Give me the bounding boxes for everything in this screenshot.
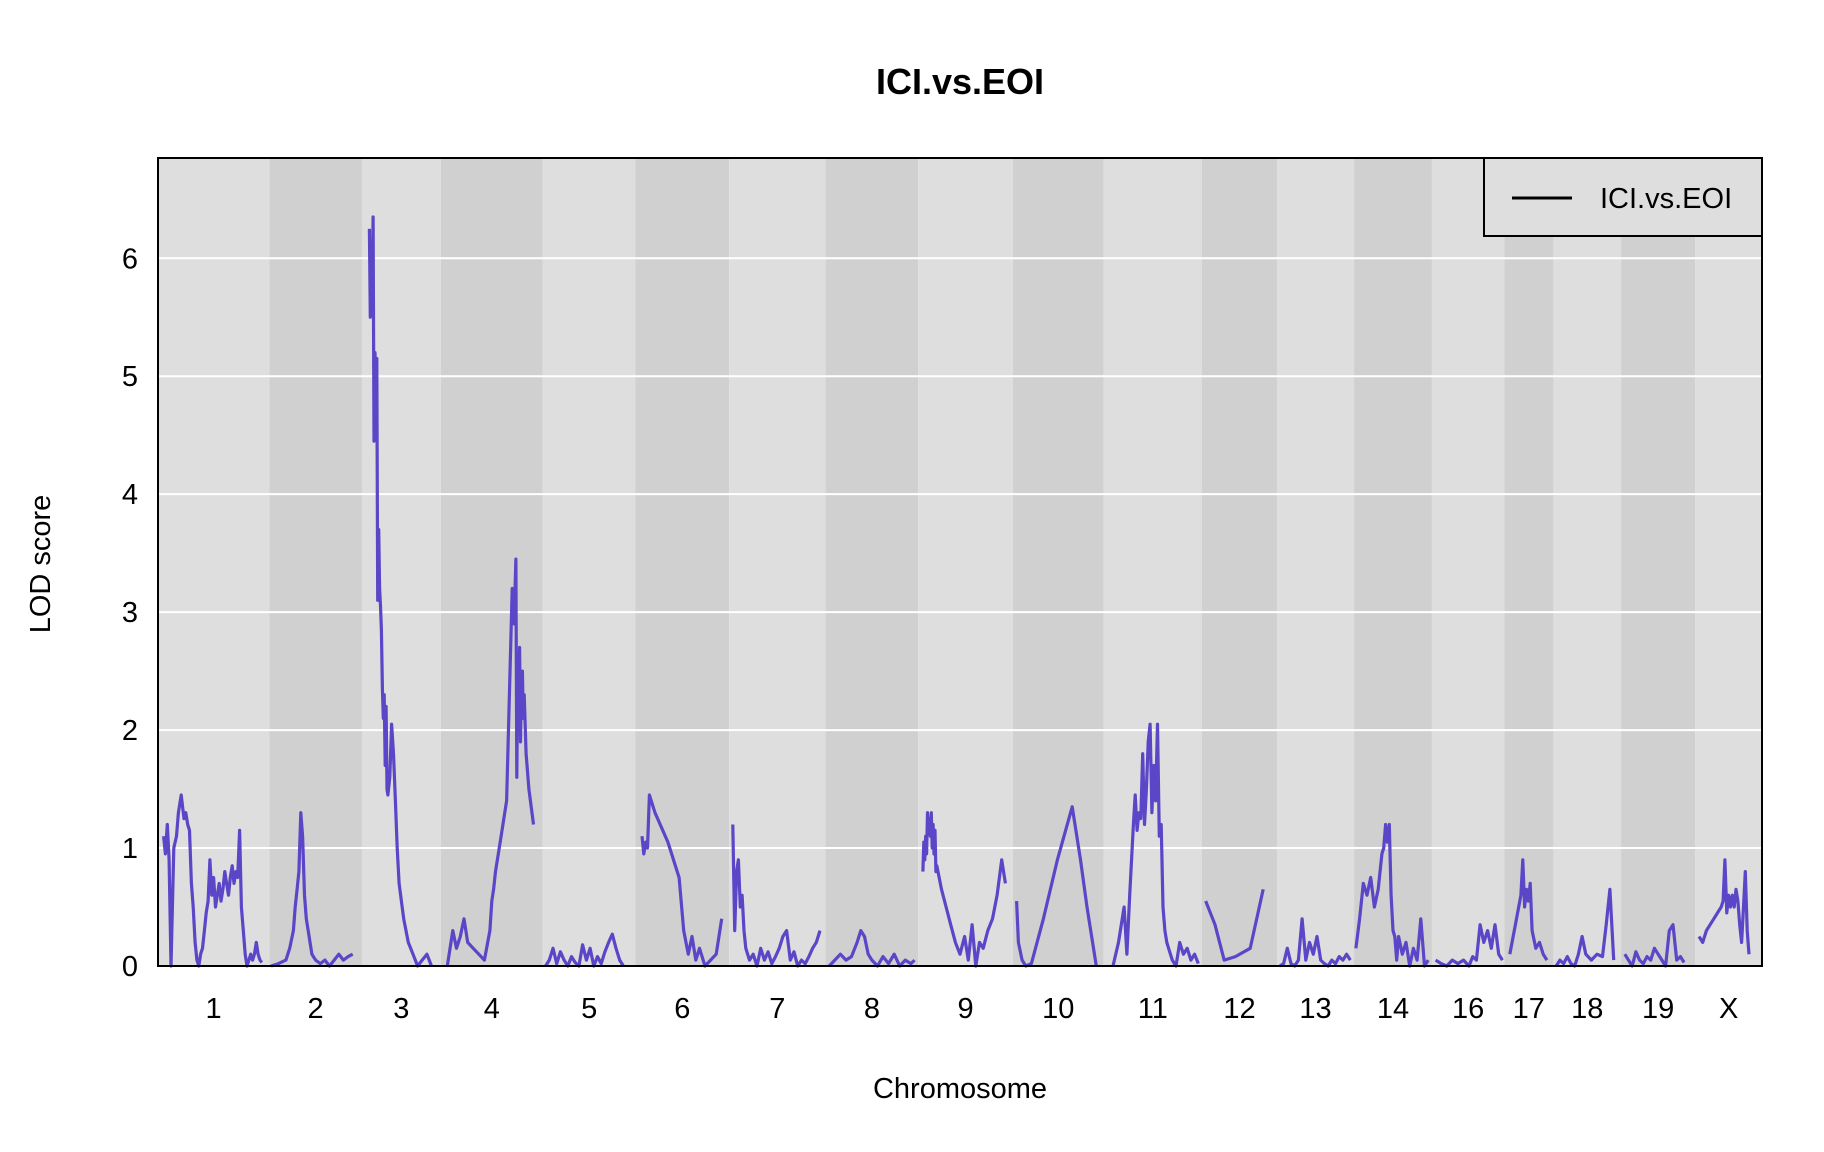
lod-line-chr-17 bbox=[1508, 858, 1549, 961]
y-tick-label: 5 bbox=[122, 361, 138, 393]
x-tick-label-chr-10: 10 bbox=[1042, 993, 1074, 1025]
plot-frame bbox=[157, 157, 1763, 967]
y-axis-title: LOD score bbox=[25, 495, 57, 634]
x-tick-label-chr-8: 8 bbox=[864, 993, 880, 1025]
chromosome-band-10 bbox=[1012, 158, 1104, 966]
x-tick-label-chr-3: 3 bbox=[393, 993, 409, 1025]
x-tick-label-chr-13: 13 bbox=[1299, 993, 1331, 1025]
lod-line-chr-3 bbox=[367, 215, 433, 968]
chromosome-band-8 bbox=[825, 158, 919, 966]
lod-line-chr-5 bbox=[544, 932, 625, 968]
legend: ICI.vs.EOI bbox=[1483, 157, 1763, 237]
chromosome-band-12 bbox=[1201, 158, 1278, 966]
lod-line-chr-9 bbox=[921, 811, 1007, 968]
x-tick-label-chr-X: X bbox=[1719, 993, 1738, 1025]
x-tick-label-chr-18: 18 bbox=[1571, 993, 1603, 1025]
chromosome-band-3 bbox=[361, 158, 441, 966]
chromosome-band-5 bbox=[542, 158, 636, 966]
x-tick-label-chr-16: 16 bbox=[1452, 993, 1484, 1025]
chromosome-band-6 bbox=[635, 158, 730, 966]
lod-line-chr-4 bbox=[445, 557, 536, 967]
chromosome-band-14 bbox=[1354, 158, 1432, 966]
y-tick-label: 0 bbox=[122, 951, 138, 983]
chart-title: ICI.vs.EOI bbox=[876, 61, 1044, 102]
lod-line-chr-10 bbox=[1015, 805, 1098, 968]
gridlines bbox=[158, 257, 1762, 850]
y-tick-label: 6 bbox=[122, 243, 138, 275]
lod-line-chr-6 bbox=[640, 793, 724, 968]
x-tick-label-chr-14: 14 bbox=[1377, 993, 1409, 1025]
x-tick-label-chr-5: 5 bbox=[581, 993, 597, 1025]
chromosome-band-4 bbox=[440, 158, 543, 966]
chromosome-band-2 bbox=[269, 158, 362, 966]
x-tick-label-chr-2: 2 bbox=[308, 993, 324, 1025]
legend-label: ICI.vs.EOI bbox=[1600, 183, 1732, 215]
x-tick-label-chr-19: 19 bbox=[1642, 993, 1674, 1025]
x-tick-label-chr-12: 12 bbox=[1223, 993, 1255, 1025]
x-tick-label-chr-4: 4 bbox=[484, 993, 500, 1025]
chromosome-band-11 bbox=[1103, 158, 1202, 966]
lod-series-lines bbox=[162, 215, 1751, 968]
lod-line-chr-13 bbox=[1279, 917, 1352, 968]
chromosome-band-X bbox=[1695, 158, 1762, 966]
chromosome-band-16 bbox=[1431, 158, 1505, 966]
x-tick-label-chr-17: 17 bbox=[1513, 993, 1545, 1025]
lod-line-chr-14 bbox=[1354, 822, 1430, 968]
lod-line-chr-19 bbox=[1623, 923, 1686, 968]
lod-line-chr-12 bbox=[1204, 888, 1265, 962]
lod-line-chr-18 bbox=[1554, 887, 1616, 968]
x-axis-title: Chromosome bbox=[873, 1073, 1047, 1105]
lod-line-chr-11 bbox=[1111, 722, 1200, 968]
x-tick-label-chr-9: 9 bbox=[957, 993, 973, 1025]
lod-line-chr-7 bbox=[731, 824, 822, 968]
chromosome-band-13 bbox=[1277, 158, 1355, 966]
x-tick-label-chr-7: 7 bbox=[769, 993, 785, 1025]
lod-line-chr-16 bbox=[1434, 923, 1504, 968]
chromosome-band-19 bbox=[1621, 158, 1696, 966]
lod-line-chr-X bbox=[1697, 858, 1751, 955]
y-axis-ticks: 0 1 2 3 4 5 6 bbox=[122, 243, 138, 983]
chromosome-band-17 bbox=[1504, 158, 1554, 966]
y-tick-label: 2 bbox=[122, 715, 138, 747]
x-tick-label-chr-1: 1 bbox=[206, 993, 222, 1025]
chromosome-band-18 bbox=[1553, 158, 1622, 966]
y-tick-label: 4 bbox=[122, 479, 138, 511]
y-tick-label: 1 bbox=[122, 833, 138, 865]
y-tick-label: 3 bbox=[122, 597, 138, 629]
x-axis-chromosome-labels: 1 2 3 4 5 6 7 8 9 10 11 12 13 14 16 17 18 19 X bbox=[206, 993, 1739, 1025]
x-tick-label-chr-6: 6 bbox=[674, 993, 690, 1025]
lod-line-chr-1 bbox=[162, 793, 264, 968]
chromosome-bands bbox=[158, 158, 1762, 966]
lod-line-chr-2 bbox=[270, 811, 354, 968]
chromosome-band-7 bbox=[729, 158, 826, 966]
x-tick-label-chr-11: 11 bbox=[1138, 993, 1168, 1025]
